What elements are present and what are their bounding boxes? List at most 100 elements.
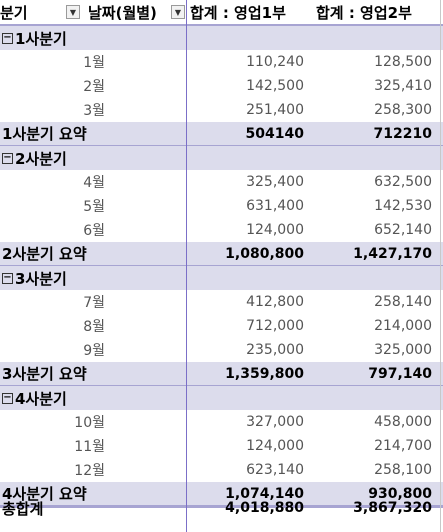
minus-box-icon[interactable]: − [2, 152, 13, 164]
quarter-subtotal-row[interactable]: 1사분기 요약 504140 712210 [0, 122, 443, 146]
sales2-value[interactable]: 258,140 [374, 294, 432, 310]
sales2-value[interactable]: 258,100 [374, 462, 432, 478]
header-quarter-label: 분기 [0, 3, 28, 22]
subtotal-sales1[interactable]: 504140 [245, 125, 304, 142]
month-row[interactable]: 4월 325,400 632,500 [0, 170, 443, 194]
subtotal-label[interactable]: 2사분기 요약 [2, 245, 87, 263]
sales1-value[interactable]: 235,000 [246, 342, 304, 358]
grand-total-row[interactable]: 총합계 4,018,880 3,867,320 [0, 500, 443, 518]
header-date[interactable]: 날짜(월별) [88, 0, 172, 24]
quarter-group-label[interactable]: −3사분기 [0, 266, 186, 290]
month-label[interactable]: 6월 [83, 223, 105, 239]
filter-dropdown-icon: ▼ [66, 5, 80, 19]
sales1-value[interactable]: 412,800 [246, 294, 304, 310]
sales2-value[interactable]: 652,140 [374, 222, 432, 238]
quarter-group-label[interactable]: −2사분기 [0, 146, 186, 170]
month-label[interactable]: 9월 [83, 343, 105, 359]
quarter-group-title: −3사분기 [2, 268, 67, 289]
sales1-value[interactable]: 325,400 [246, 174, 304, 190]
month-row[interactable]: 3월 251,400 258,300 [0, 98, 443, 122]
date-filter-button[interactable]: ▼ [171, 0, 187, 24]
sales1-value[interactable]: 124,000 [246, 222, 304, 238]
quarter-group-title: −1사분기 [2, 28, 67, 49]
sales1-value[interactable]: 631,400 [246, 198, 304, 214]
sales2-value[interactable]: 128,500 [374, 54, 432, 70]
month-row[interactable]: 2월 142,500 325,410 [0, 74, 443, 98]
subtotal-sales1[interactable]: 1,359,800 [225, 365, 304, 382]
month-label[interactable]: 8월 [83, 319, 105, 335]
pivot-header-row: 분기 ▼ 날짜(월별) ▼ 합계 : 영업1부 합계 : 영업2부 [0, 0, 443, 26]
subtotal-sales1[interactable]: 1,074,140 [225, 485, 304, 502]
quarter-subtotal-row[interactable]: 2사분기 요약 1,080,800 1,427,170 [0, 242, 443, 266]
quarter-group-row[interactable]: −4사분기 [0, 386, 443, 410]
sales2-value[interactable]: 214,700 [374, 438, 432, 454]
sales1-value[interactable]: 327,000 [246, 414, 304, 430]
month-label[interactable]: 7월 [83, 295, 105, 311]
subtotal-sales2[interactable]: 712210 [373, 125, 432, 142]
month-row[interactable]: 12월 623,140 258,100 [0, 458, 443, 482]
quarter-name: 4사분기 [15, 389, 67, 408]
month-label[interactable]: 12월 [74, 463, 105, 479]
quarter-filter-button[interactable]: ▼ [66, 0, 82, 24]
month-label[interactable]: 10월 [74, 415, 105, 431]
month-label[interactable]: 11월 [74, 439, 105, 455]
month-label[interactable]: 4월 [83, 175, 105, 191]
minus-box-icon[interactable]: − [2, 392, 13, 404]
sales1-value[interactable]: 124,000 [246, 438, 304, 454]
quarter-group-label[interactable]: −4사분기 [0, 386, 186, 410]
month-row[interactable]: 10월 327,000 458,000 [0, 410, 443, 434]
month-label[interactable]: 3월 [83, 103, 105, 119]
sales2-value[interactable]: 325,410 [374, 78, 432, 94]
quarter-group-row[interactable]: −2사분기 [0, 146, 443, 170]
subtotal-sales2[interactable]: 930,800 [368, 485, 432, 502]
month-row[interactable]: 8월 712,000 214,000 [0, 314, 443, 338]
sales2-value[interactable]: 632,500 [374, 174, 432, 190]
quarter-name: 2사분기 [15, 149, 67, 168]
quarter-subtotal-row[interactable]: 4사분기 요약 1,074,140 930,800 [0, 482, 443, 506]
month-row[interactable]: 6월 124,000 652,140 [0, 218, 443, 242]
quarter-group-row[interactable]: −1사분기 [0, 26, 443, 50]
month-row[interactable]: 9월 235,000 325,000 [0, 338, 443, 362]
header-date-label: 날짜(월별) [88, 3, 157, 22]
quarter-group-label[interactable]: −1사분기 [0, 26, 186, 50]
header-sales1[interactable]: 합계 : 영업1부 [190, 0, 314, 24]
minus-box-icon[interactable]: − [2, 272, 13, 284]
header-quarter[interactable]: 분기 [0, 0, 62, 24]
subtotal-label[interactable]: 1사분기 요약 [2, 125, 87, 143]
sales2-value[interactable]: 214,000 [374, 318, 432, 334]
quarter-group-title: −2사분기 [2, 148, 67, 169]
subtotal-label[interactable]: 3사분기 요약 [2, 365, 87, 383]
quarter-group-row[interactable]: −3사분기 [0, 266, 443, 290]
quarter-group-title: −4사분기 [2, 388, 67, 409]
sales1-value[interactable]: 110,240 [246, 54, 304, 70]
subtotal-label[interactable]: 4사분기 요약 [2, 485, 87, 503]
subtotal-sales2[interactable]: 1,427,170 [353, 245, 432, 262]
month-label[interactable]: 2월 [83, 79, 105, 95]
minus-box-icon[interactable]: − [2, 32, 13, 44]
sales2-value[interactable]: 325,000 [374, 342, 432, 358]
sales1-value[interactable]: 142,500 [246, 78, 304, 94]
sales2-value[interactable]: 142,530 [374, 198, 432, 214]
header-sales1-label: 합계 : 영업1부 [190, 3, 286, 22]
quarter-name: 3사분기 [15, 269, 67, 288]
month-row[interactable]: 5월 631,400 142,530 [0, 194, 443, 218]
month-label[interactable]: 5월 [83, 199, 105, 215]
month-label[interactable]: 1월 [83, 55, 105, 71]
sales2-value[interactable]: 258,300 [374, 102, 432, 118]
sales1-value[interactable]: 623,140 [246, 462, 304, 478]
month-row[interactable]: 11월 124,000 214,700 [0, 434, 443, 458]
right-border [440, 0, 441, 532]
subtotal-sales1[interactable]: 1,080,800 [225, 245, 304, 262]
month-row[interactable]: 7월 412,800 258,140 [0, 290, 443, 314]
quarter-subtotal-row[interactable]: 3사분기 요약 1,359,800 797,140 [0, 362, 443, 386]
filter-dropdown-icon: ▼ [171, 5, 185, 19]
header-sales2-label: 합계 : 영업2부 [316, 3, 412, 22]
column-divider [186, 0, 187, 532]
sales2-value[interactable]: 458,000 [374, 414, 432, 430]
subtotal-sales2[interactable]: 797,140 [368, 365, 432, 382]
header-sales2[interactable]: 합계 : 영업2부 [316, 0, 442, 24]
sales1-value[interactable]: 251,400 [246, 102, 304, 118]
sales1-value[interactable]: 712,000 [246, 318, 304, 334]
month-row[interactable]: 1월 110,240 128,500 [0, 50, 443, 74]
